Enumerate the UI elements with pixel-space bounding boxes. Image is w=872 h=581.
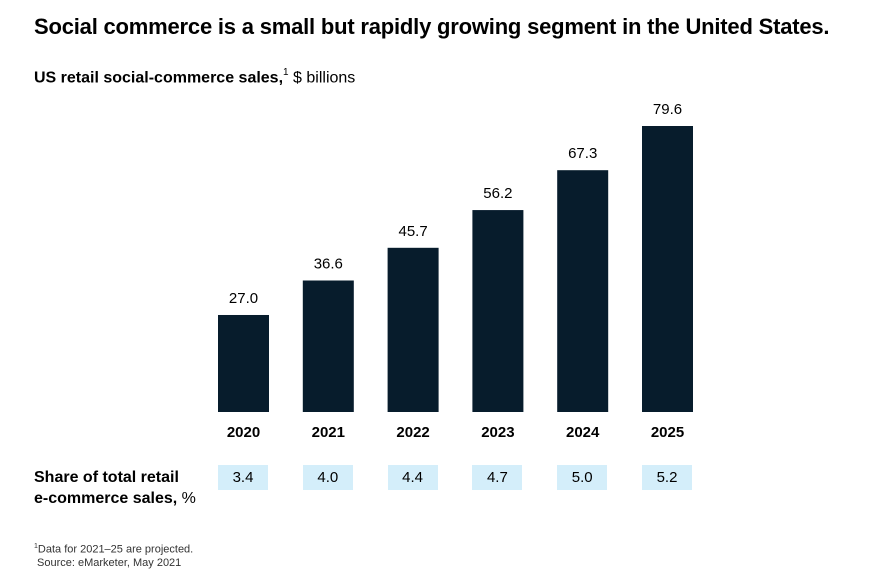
share-cell-2025: 5.2: [642, 465, 692, 490]
value-label-2021: 36.6: [314, 255, 343, 272]
bar-2022: [387, 247, 439, 412]
share-label-line2: e-commerce sales,: [34, 490, 178, 507]
share-label-unit: %: [177, 490, 196, 507]
value-label-2023: 56.2: [483, 185, 512, 202]
subtitle-measure: US retail social-commerce sales,: [34, 69, 284, 87]
share-label: Share of total retail e-commerce sales, …: [34, 467, 196, 509]
footnote: 1Data for 2021–25 are projected. Source:…: [34, 540, 193, 570]
subtitle-footnote-mark: 1: [283, 67, 289, 78]
footnote-text: Data for 2021–25 are projected.: [37, 543, 194, 556]
bar-chart: 27.0 2020 36.6 2021 45.7 2022 56.2 2023 67.3 2024…: [218, 101, 693, 441]
category-label-2022: 2022: [396, 424, 429, 441]
subtitle-unit: $ billions: [288, 69, 356, 87]
bar-2021: [302, 280, 354, 412]
chart-subtitle: US retail social-commerce sales,1 $ bill…: [34, 67, 356, 87]
bar-2023: [472, 210, 524, 412]
footnote-mark: 1: [34, 543, 38, 550]
value-label-2025: 79.6: [653, 101, 682, 118]
value-label-2020: 27.0: [229, 290, 258, 307]
value-label-2022: 45.7: [398, 223, 427, 240]
category-label-2024: 2024: [566, 424, 600, 441]
category-label-2020: 2020: [227, 424, 260, 441]
source-note: Source: eMarketer, May 2021: [37, 556, 182, 569]
category-label-2023: 2023: [481, 424, 514, 441]
bar-2025: [642, 126, 693, 412]
bar-2020: [218, 314, 269, 412]
share-label-line1: Share of total retail: [34, 469, 179, 486]
category-label-2025: 2025: [651, 424, 684, 441]
value-label-2024: 67.3: [568, 145, 597, 162]
bar-2024: [557, 170, 609, 412]
share-cell-2022: 4.4: [387, 465, 438, 490]
chart-title: Social commerce is a small but rapidly g…: [34, 14, 830, 39]
category-label-2021: 2021: [312, 424, 345, 441]
share-cell-2023: 4.7: [472, 465, 523, 490]
share-cell-2021: 4.0: [302, 465, 353, 490]
share-cell-2024: 5.0: [557, 465, 608, 490]
share-cell-2020: 3.4: [218, 465, 268, 490]
